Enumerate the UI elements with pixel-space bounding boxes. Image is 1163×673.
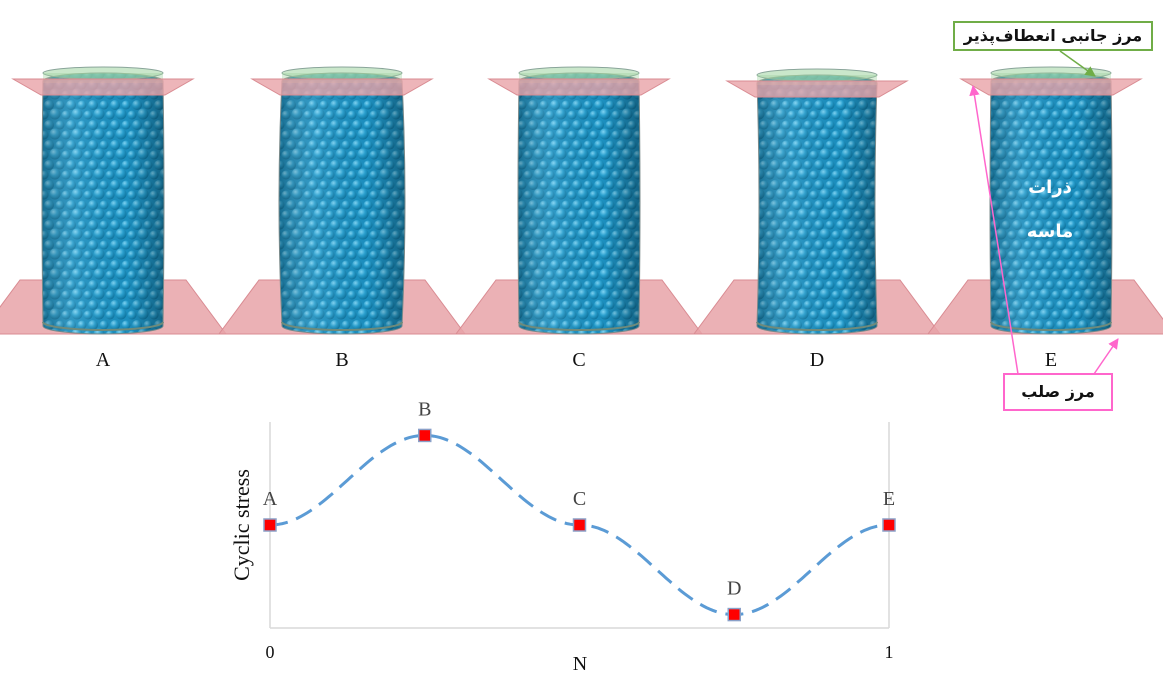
membrane-outline: [41, 72, 165, 335]
x-axis-label: N: [573, 653, 587, 673]
specimen-label: B: [335, 349, 348, 371]
membrane-top-band: [43, 73, 163, 83]
rigid-boundary-callout: مرز صلب: [1003, 373, 1113, 411]
specimen-d: D: [693, 68, 941, 371]
x-tick-label-1: 1: [885, 642, 894, 662]
specimen-b: B: [218, 66, 466, 371]
membrane-top-band: [757, 75, 877, 85]
membrane-bottom-rim: [281, 321, 403, 331]
flexible-boundary-callout: مرز جانبی انعطاف‌پذیر: [953, 21, 1153, 51]
membrane-top-band: [991, 73, 1111, 83]
top-rigid-plate: [487, 78, 671, 96]
cyclic-stress-chart: A B C D E 0 1 N Cyclic stress: [229, 398, 896, 673]
data-point-d: [727, 607, 741, 622]
membrane-bottom-rim: [756, 321, 878, 331]
membrane-bottom-rim: [990, 321, 1112, 331]
specimen-label: D: [810, 349, 824, 371]
specimen-label: A: [96, 349, 111, 371]
sand-particles-label-line1: ذرات: [1028, 177, 1072, 198]
flexible-boundary-arrow: [1059, 50, 1096, 77]
x-tick-label-0: 0: [266, 642, 275, 662]
top-rigid-plate: [725, 80, 909, 98]
specimen-label: C: [572, 349, 585, 371]
membrane-top-band: [519, 73, 639, 83]
top-rigid-plate: [250, 78, 434, 96]
y-axis-label: Cyclic stress: [229, 469, 254, 581]
membrane-outline: [278, 72, 406, 335]
data-point-a: [263, 518, 277, 532]
rigid-boundary-arrow-bottom: [1093, 338, 1119, 375]
data-point-label-d: D: [727, 578, 741, 600]
membrane-bottom-rim: [518, 321, 640, 331]
data-point-c: [572, 518, 587, 532]
rigid-boundary-arrow-top: [969, 84, 1019, 375]
membrane-outline: [517, 72, 641, 335]
top-rigid-plate: [959, 78, 1143, 96]
membrane-bottom-rim: [42, 321, 164, 331]
specimens-row: A B C D E: [0, 66, 1163, 371]
data-point-e: [882, 518, 896, 532]
sand-particles-label-line2: ماسه: [1027, 221, 1074, 242]
membrane-outline: [989, 72, 1113, 335]
data-point-b: [418, 428, 432, 443]
specimen-a: A: [0, 66, 227, 371]
data-point-label-e: E: [883, 488, 895, 510]
membrane-top-band: [282, 73, 402, 83]
specimen-label: E: [1045, 349, 1057, 371]
membrane-outline: [756, 74, 878, 335]
data-point-label-b: B: [418, 398, 431, 420]
data-point-label-a: A: [263, 488, 278, 510]
top-rigid-plate: [11, 78, 195, 96]
data-point-label-c: C: [573, 488, 586, 510]
specimen-e: E: [927, 66, 1163, 371]
specimen-c: C: [455, 66, 703, 371]
